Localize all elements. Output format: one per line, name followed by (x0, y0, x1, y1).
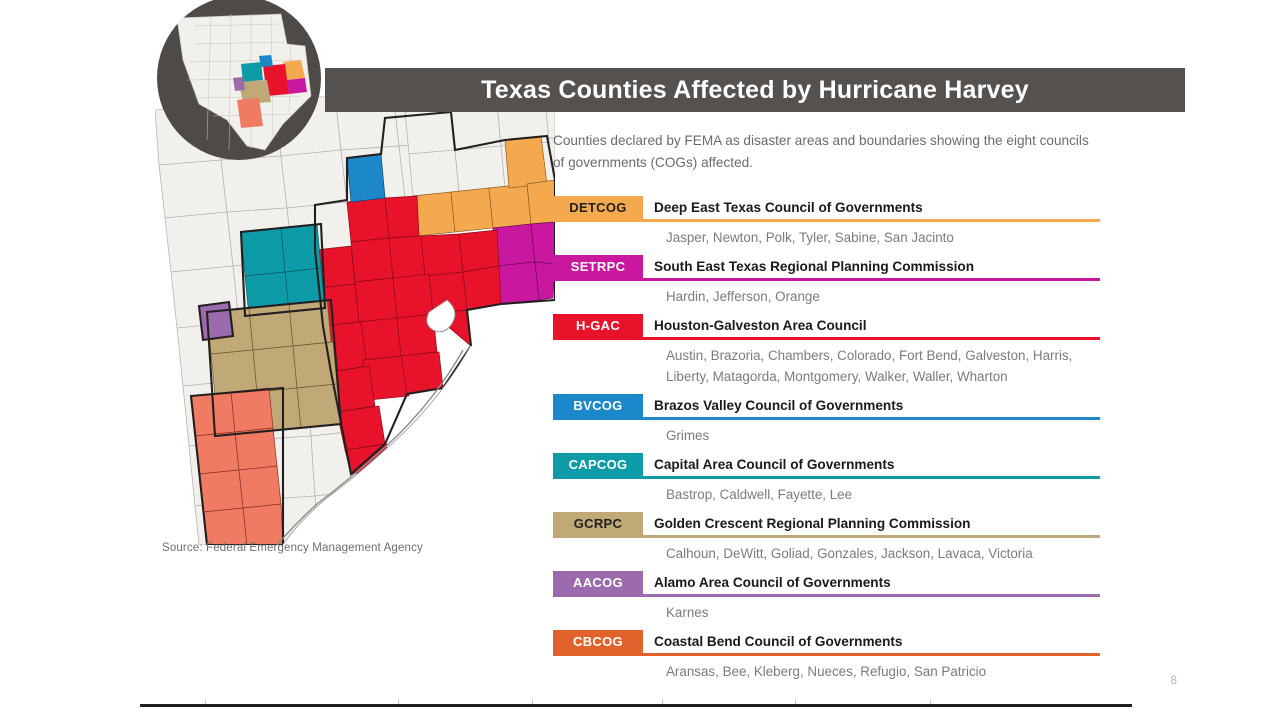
map-source-caption: Source: Federal Emergency Management Age… (162, 542, 423, 554)
cog-header-row: H-GAC Houston-Galveston Area Council (553, 314, 1113, 337)
texas-county-map (155, 0, 555, 545)
cog-full-name: Alamo Area Council of Governments (654, 575, 891, 590)
map-region-outlines (189, 110, 555, 545)
cog-block-hgac: H-GAC Houston-Galveston Area Council Austi… (553, 314, 1113, 387)
map-region-aacog (198, 301, 234, 341)
cog-badge[interactable]: GCRPC (553, 512, 643, 535)
cog-county-list: Bastrop, Caldwell, Fayette, Lee (666, 487, 853, 502)
cog-block-gcrpc: GCRPC Golden Crescent Regional Planning C… (553, 512, 1113, 564)
texas-locator-inset (157, 0, 321, 160)
cog-full-name: Golden Crescent Regional Planning Commis… (654, 516, 971, 531)
cog-header-row: GCRPC Golden Crescent Regional Planning C… (553, 512, 1113, 535)
page-number: 8 (1170, 673, 1177, 687)
cog-block-capcog: CAPCOG Capital Area Council of Government… (553, 453, 1113, 505)
cog-block-detcog: DETCOG Deep East Texas Council of Governm… (553, 196, 1113, 248)
cog-underline-rule (553, 337, 1100, 340)
footer-tick (532, 699, 533, 704)
cog-county-list: Calhoun, DeWitt, Goliad, Gonzales, Jacks… (666, 546, 1033, 561)
cog-county-list: Austin, Brazoria, Chambers, Colorado, Fo… (666, 348, 1073, 384)
cog-header-row: DETCOG Deep East Texas Council of Governm… (553, 196, 1113, 219)
map-region-bvcog (346, 153, 386, 203)
footer-tick (795, 699, 796, 704)
cog-county-list: Grimes (666, 428, 710, 443)
subtitle-text: Counties declared by FEMA as disaster ar… (553, 133, 1089, 170)
cog-full-name: Coastal Bend Council of Governments (654, 634, 903, 649)
cog-underline-rule (553, 476, 1100, 479)
cog-underline-rule (553, 417, 1100, 420)
footer-tick (398, 699, 399, 704)
legend-panel: Counties declared by FEMA as disaster ar… (553, 130, 1113, 689)
cog-county-list: Hardin, Jefferson, Orange (666, 289, 820, 304)
cog-badge[interactable]: DETCOG (553, 196, 643, 219)
map-svg (155, 0, 555, 545)
footer-tick (930, 699, 931, 704)
map-region-setrpc (492, 221, 555, 305)
cog-badge[interactable]: CBCOG (553, 630, 643, 653)
map-region-hgac (314, 195, 502, 475)
cog-badge[interactable]: BVCOG (553, 394, 643, 417)
footer-rule (140, 704, 1132, 707)
cog-county-list: Aransas, Bee, Kleberg, Nueces, Refugio, … (666, 664, 987, 679)
cog-full-name: Houston-Galveston Area Council (654, 318, 867, 333)
footer-tick (205, 699, 206, 704)
cog-header-row: AACOG Alamo Area Council of Governments (553, 571, 1113, 594)
cog-badge[interactable]: SETRPC (553, 255, 643, 278)
cog-underline-rule (553, 535, 1100, 538)
slide-title-bar: Texas Counties Affected by Hurricane Har… (325, 68, 1185, 112)
cog-header-row: CBCOG Coastal Bend Council of Governments (553, 630, 1113, 653)
cog-underline-rule (553, 278, 1100, 281)
map-galveston-bay (426, 299, 456, 333)
cog-full-name: Brazos Valley Council of Governments (654, 398, 904, 413)
cog-badge[interactable]: AACOG (553, 571, 643, 594)
cog-badge[interactable]: H-GAC (553, 314, 643, 337)
cog-header-row: CAPCOG Capital Area Council of Government… (553, 453, 1113, 476)
cog-underline-rule (553, 653, 1100, 656)
cog-underline-rule (553, 594, 1100, 597)
footer-tick (662, 699, 663, 704)
cog-list: DETCOG Deep East Texas Council of Governm… (553, 196, 1113, 682)
cog-header-row: BVCOG Brazos Valley Council of Government… (553, 394, 1113, 417)
cog-block-cbcog: CBCOG Coastal Bend Council of Governments… (553, 630, 1113, 682)
cog-badge[interactable]: CAPCOG (553, 453, 643, 476)
cog-block-setrpc: SETRPC South East Texas Regional Planning… (553, 255, 1113, 307)
cog-block-aacog: AACOG Alamo Area Council of Governments Ka… (553, 571, 1113, 623)
map-gulf-water (283, 346, 555, 545)
map-region-cbcog (190, 387, 284, 545)
cog-county-list: Karnes (666, 605, 709, 620)
cog-block-bvcog: BVCOG Brazos Valley Council of Government… (553, 394, 1113, 446)
cog-county-list: Jasper, Newton, Polk, Tyler, Sabine, San… (666, 230, 954, 245)
cog-full-name: Capital Area Council of Governments (654, 457, 895, 472)
cog-underline-rule (553, 219, 1100, 222)
cog-full-name: Deep East Texas Council of Governments (654, 200, 923, 215)
cog-full-name: South East Texas Regional Planning Commi… (654, 259, 975, 274)
page-title: Texas Counties Affected by Hurricane Har… (481, 75, 1029, 104)
cog-header-row: SETRPC South East Texas Regional Planning… (553, 255, 1113, 278)
